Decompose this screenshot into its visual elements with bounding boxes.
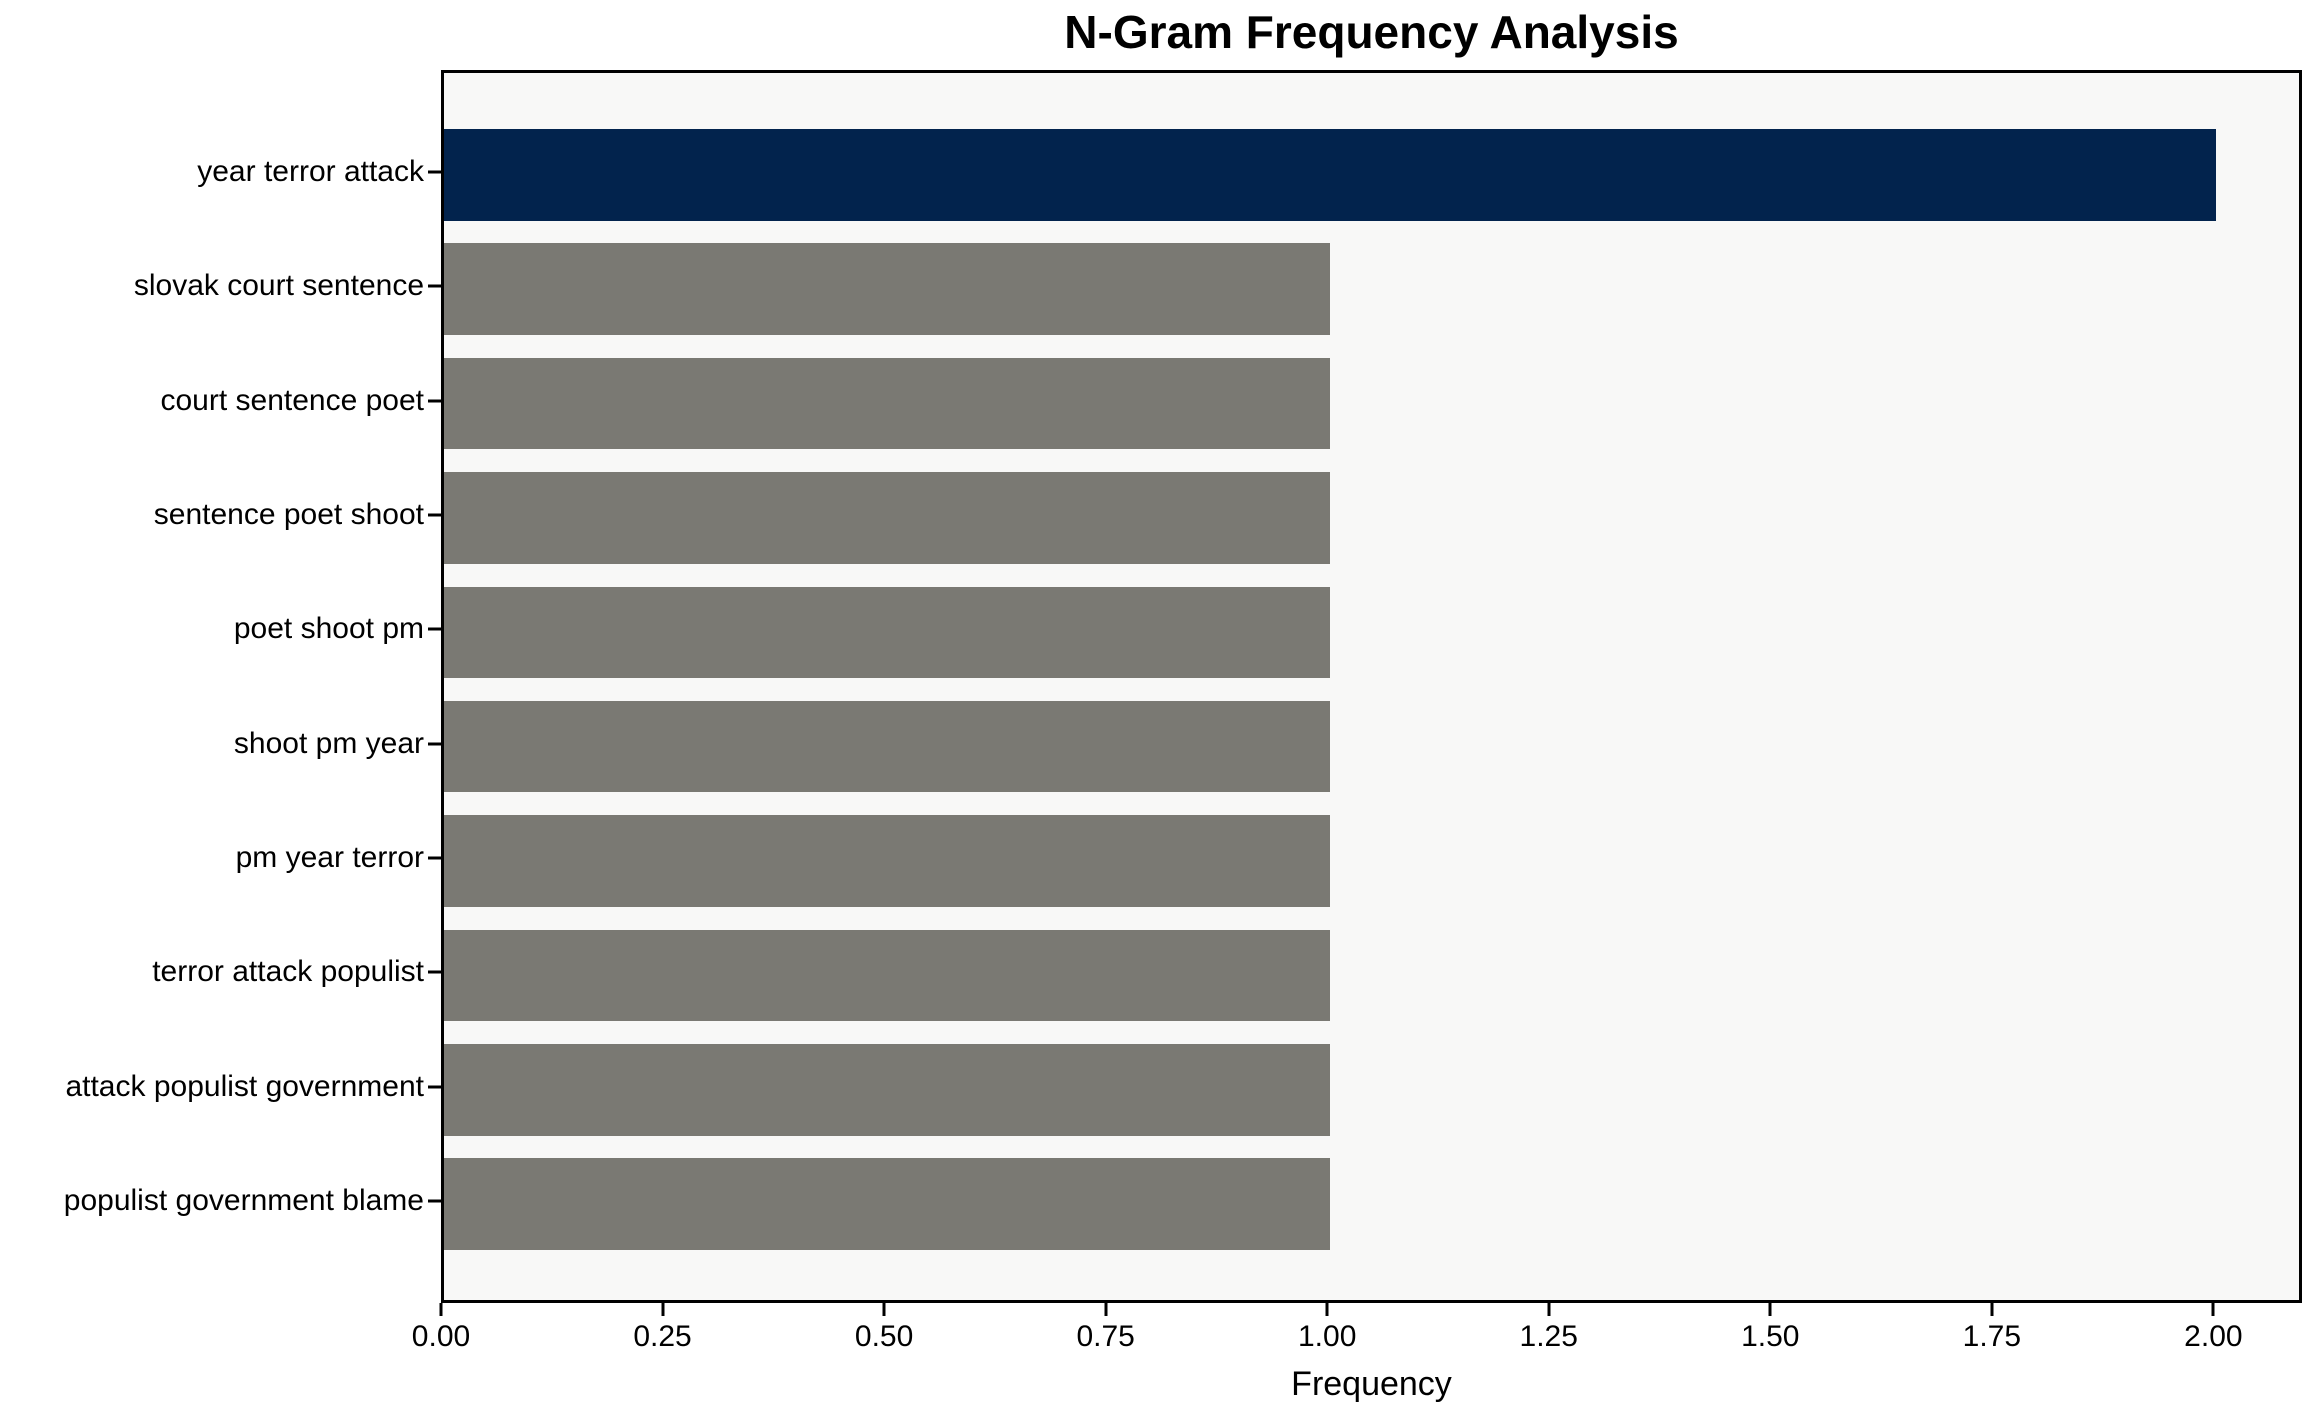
- y-tick-mark: [428, 1199, 441, 1203]
- y-tick-label: slovak court sentence: [133, 269, 424, 303]
- y-tick-mark: [428, 284, 441, 288]
- plot-area: [441, 70, 2302, 1303]
- y-tick-label: terror attack populist: [152, 955, 424, 989]
- y-tick-mark: [428, 627, 441, 631]
- bars-layer: [444, 73, 2299, 1300]
- bar-terror-attack-populist: [444, 929, 1331, 1022]
- y-tick-mark: [428, 170, 441, 174]
- y-tick-mark: [428, 856, 441, 860]
- x-tick-label: 1.00: [1297, 1320, 1357, 1353]
- x-tick-label: 1.25: [1519, 1320, 1578, 1353]
- y-tick-label: shoot pm year: [233, 726, 424, 760]
- x-tick-mark: [1325, 1303, 1329, 1316]
- x-tick-label: 0.75: [1076, 1320, 1135, 1353]
- y-tick-label: poet shoot pm: [233, 612, 424, 646]
- x-tick-mark: [661, 1303, 665, 1316]
- y-tick-label: populist government blame: [63, 1184, 424, 1218]
- bar-slovak-court-sentence: [444, 243, 1331, 335]
- x-tick-label: 1.50: [1741, 1320, 1800, 1353]
- bar-year-terror-attack: [444, 129, 2217, 221]
- bar-attack-populist-government: [444, 1044, 1331, 1136]
- x-tick-mark: [882, 1303, 886, 1316]
- bar-sentence-poet-shoot: [444, 472, 1331, 564]
- x-tick-mark: [1547, 1303, 1551, 1316]
- y-tick-mark: [428, 399, 441, 403]
- x-tick-mark: [1104, 1303, 1108, 1316]
- x-tick-mark: [1990, 1303, 1994, 1316]
- bar-court-sentence-poet: [444, 357, 1331, 450]
- chart-title: N-Gram Frequency Analysis: [1064, 6, 1679, 58]
- x-tick-mark: [2211, 1303, 2215, 1316]
- x-tick-mark: [439, 1303, 443, 1316]
- bar-populist-government-blame: [444, 1158, 1331, 1250]
- x-tick-label: 2.00: [2184, 1320, 2243, 1353]
- y-tick-mark: [428, 970, 441, 974]
- bar-poet-shoot-pm: [444, 586, 1331, 679]
- y-tick-label: sentence poet shoot: [153, 497, 424, 531]
- x-tick-label: 0.50: [854, 1320, 914, 1353]
- x-tick-mark: [1768, 1303, 1772, 1316]
- bar-pm-year-terror: [444, 815, 1331, 907]
- bar-shoot-pm-year: [444, 700, 1331, 793]
- y-tick-mark: [428, 1085, 441, 1089]
- y-tick-mark: [428, 513, 441, 517]
- y-tick-label: attack populist government: [65, 1069, 424, 1103]
- x-axis-label: Frequency: [1291, 1365, 1452, 1403]
- y-tick-label: year terror attack: [197, 154, 424, 188]
- y-tick-label: court sentence poet: [160, 383, 424, 417]
- x-tick-label: 0.00: [411, 1320, 471, 1353]
- x-tick-label: 1.75: [1962, 1320, 2022, 1353]
- y-tick-label: pm year terror: [235, 841, 424, 875]
- y-tick-mark: [428, 742, 441, 746]
- x-tick-label: 0.25: [633, 1320, 692, 1353]
